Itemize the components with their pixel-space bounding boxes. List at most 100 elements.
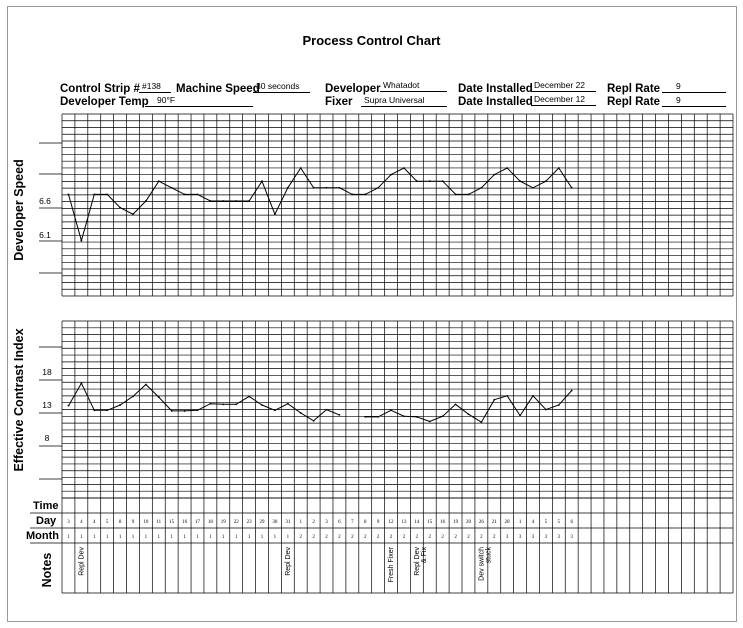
contrast-index-point xyxy=(544,408,547,411)
developer-speed-point xyxy=(222,200,225,202)
contrast-index-point xyxy=(325,408,328,411)
month-cell: 2 xyxy=(480,535,483,540)
repl-rate-dev-value: 9 xyxy=(662,81,726,93)
day-cell: 26 xyxy=(479,520,485,525)
fixer-label: Fixer xyxy=(325,96,353,108)
month-cell: 3 xyxy=(570,535,573,540)
developer-speed-axis-label: Developer Speed xyxy=(12,159,26,260)
note-line: & Fix xyxy=(421,547,428,563)
developer-speed-point xyxy=(325,186,328,189)
date-installed-dev-label: Date Installed xyxy=(458,83,533,95)
developer-temp-value: 90°F xyxy=(145,95,253,107)
note-line: Dev switch xyxy=(478,547,485,581)
day-cell: 4 xyxy=(80,520,83,525)
note-line: Repl Dev xyxy=(285,547,292,576)
developer-speed-point xyxy=(480,186,483,189)
developer-speed-point xyxy=(312,186,315,189)
contrast-index-point xyxy=(274,409,276,412)
day-cell: 12 xyxy=(389,520,395,525)
speed-tick-6-6: 6.6 xyxy=(39,196,51,206)
machine-speed-label: Machine Speed xyxy=(176,83,260,95)
contrast-index-point xyxy=(183,410,186,412)
developer-speed-point xyxy=(67,193,70,196)
axis-labels: Developer Speed Effective Contrast Index… xyxy=(12,159,59,587)
note-line: Fresh Fixer xyxy=(388,546,395,582)
developer-speed-point xyxy=(570,186,573,189)
developer-label: Developer xyxy=(325,83,381,95)
day-cell: 16 xyxy=(440,520,446,525)
day-cell: 6 xyxy=(570,520,573,525)
time-row-label: Time xyxy=(33,500,58,512)
month-cell: 2 xyxy=(299,535,302,540)
developer-speed-point xyxy=(390,173,392,176)
day-cell: 6 xyxy=(338,520,341,525)
developer-speed-point xyxy=(299,167,302,169)
day-cell: 1 xyxy=(519,520,522,525)
contrast-index-point xyxy=(415,415,418,418)
month-cell: 2 xyxy=(416,535,419,540)
month-cell: 2 xyxy=(493,535,496,540)
developer-speed-point xyxy=(170,186,173,189)
date-installed-dev-value: December 22 xyxy=(531,80,596,92)
date-installed-fix-value: December 12 xyxy=(531,94,596,106)
contrast-index-point xyxy=(248,395,251,398)
developer-speed-point xyxy=(441,180,444,183)
contrast-index-point xyxy=(299,412,302,414)
note-text: Repl Dev& Fix xyxy=(414,547,428,576)
month-cell: 1 xyxy=(93,535,96,540)
day-cell: 4 xyxy=(93,520,96,525)
month-cell: 2 xyxy=(467,535,470,540)
developer-speed-point xyxy=(557,167,560,169)
day-cell: 5 xyxy=(106,520,109,525)
day-cell: 23 xyxy=(247,520,253,525)
contrast-index-point xyxy=(170,410,173,412)
developer-speed-point xyxy=(93,193,96,196)
contrast-index-point xyxy=(93,409,96,412)
contrast-index-point xyxy=(532,394,534,397)
month-cell: 1 xyxy=(119,535,122,540)
speed-tick-6-1: 6.1 xyxy=(39,230,51,240)
contrast-index-point xyxy=(390,409,392,412)
contrast-index-point xyxy=(557,404,560,406)
day-cell: 18 xyxy=(208,520,214,525)
day-cell: 29 xyxy=(260,520,266,525)
developer-speed-point xyxy=(119,206,121,209)
developer-speed-point xyxy=(467,193,470,196)
day-cell: 21 xyxy=(492,520,498,525)
developer-speed-point xyxy=(532,186,534,189)
contrast-index-point xyxy=(454,403,457,406)
month-cell: 3 xyxy=(545,535,548,540)
day-cell: 8 xyxy=(119,520,122,525)
developer-speed-point xyxy=(274,213,276,216)
month-cell: 3 xyxy=(558,535,561,540)
month-cell: 2 xyxy=(325,535,328,540)
day-cell: 14 xyxy=(414,520,420,525)
day-cell: 31 xyxy=(285,520,291,525)
contrast-index-point xyxy=(132,395,134,398)
contrast-index-point xyxy=(119,404,121,406)
day-cell: 11 xyxy=(156,520,161,525)
contrast-index-point xyxy=(312,419,315,422)
developer-speed-point xyxy=(248,200,251,202)
developer-speed-point xyxy=(351,193,354,196)
day-cell: 30 xyxy=(272,520,278,525)
contrast-index-grid xyxy=(39,320,734,499)
developer-speed-point xyxy=(196,193,199,196)
month-cell: 1 xyxy=(80,535,83,540)
developer-speed-plot xyxy=(67,167,573,243)
contrast-index-point xyxy=(480,421,483,424)
machine-speed-value: 30 seconds xyxy=(253,81,310,93)
month-cell: 1 xyxy=(222,535,225,540)
note-text: Repl Dev xyxy=(78,547,85,576)
month-cell: 2 xyxy=(403,535,406,540)
repl-rate-fix-label: Repl Rate xyxy=(607,96,661,108)
month-cell: 1 xyxy=(209,535,212,540)
day-cell: 2 xyxy=(312,520,315,525)
contrast-index-line xyxy=(68,382,340,422)
month-cell: 2 xyxy=(441,535,444,540)
month-cell: 1 xyxy=(274,535,277,540)
month-cell: 1 xyxy=(261,535,264,540)
developer-speed-point xyxy=(403,167,405,169)
month-cell: 1 xyxy=(287,535,290,540)
day-cell: 22 xyxy=(234,520,240,525)
